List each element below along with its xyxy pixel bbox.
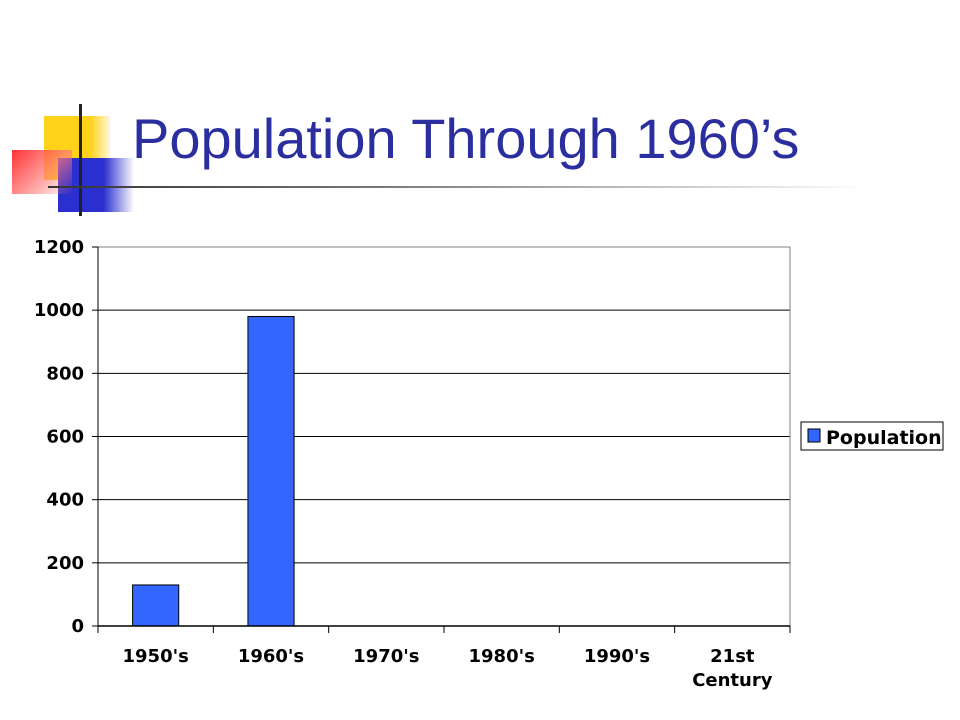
y-tick-label-200: 200	[46, 553, 84, 574]
gridlines	[98, 246, 790, 564]
legend-swatch	[807, 428, 821, 443]
x-tick-label-5-line0: 21st	[710, 646, 755, 667]
y-tick-label-600: 600	[46, 427, 84, 448]
x-tick-label-2: 1970's	[353, 646, 419, 667]
x-tick-label-4: 1990's	[584, 646, 650, 667]
x-tick-label-5-line1: Century	[692, 670, 773, 691]
x-tick-label-3: 1980's	[469, 646, 535, 667]
y-axis: 0 200 400 600 800 1000 1200	[34, 237, 99, 637]
legend: Population	[800, 421, 944, 451]
x-tick-label-1: 1960's	[238, 646, 304, 667]
slide-title: Population Through 1960’s	[132, 107, 800, 170]
legend-box	[800, 421, 944, 451]
y-tick-label-400: 400	[46, 490, 84, 511]
x-axis: 1950's 1960's 1970's 1980's 1990's 21st Centur…	[97, 625, 791, 691]
y-tick-label-1200: 1200	[34, 237, 84, 258]
y-tick-label-1000: 1000	[34, 300, 84, 321]
legend-label: Population	[826, 427, 942, 449]
decor-vertical-line	[79, 104, 82, 216]
x-tick-label-0: 1950's	[123, 646, 189, 667]
bars	[132, 315, 295, 627]
bar-0	[132, 584, 180, 627]
y-tick-label-800: 800	[46, 363, 84, 384]
title-underline	[48, 186, 868, 188]
bar-1	[247, 315, 295, 627]
y-tick-label-0: 0	[71, 616, 84, 637]
